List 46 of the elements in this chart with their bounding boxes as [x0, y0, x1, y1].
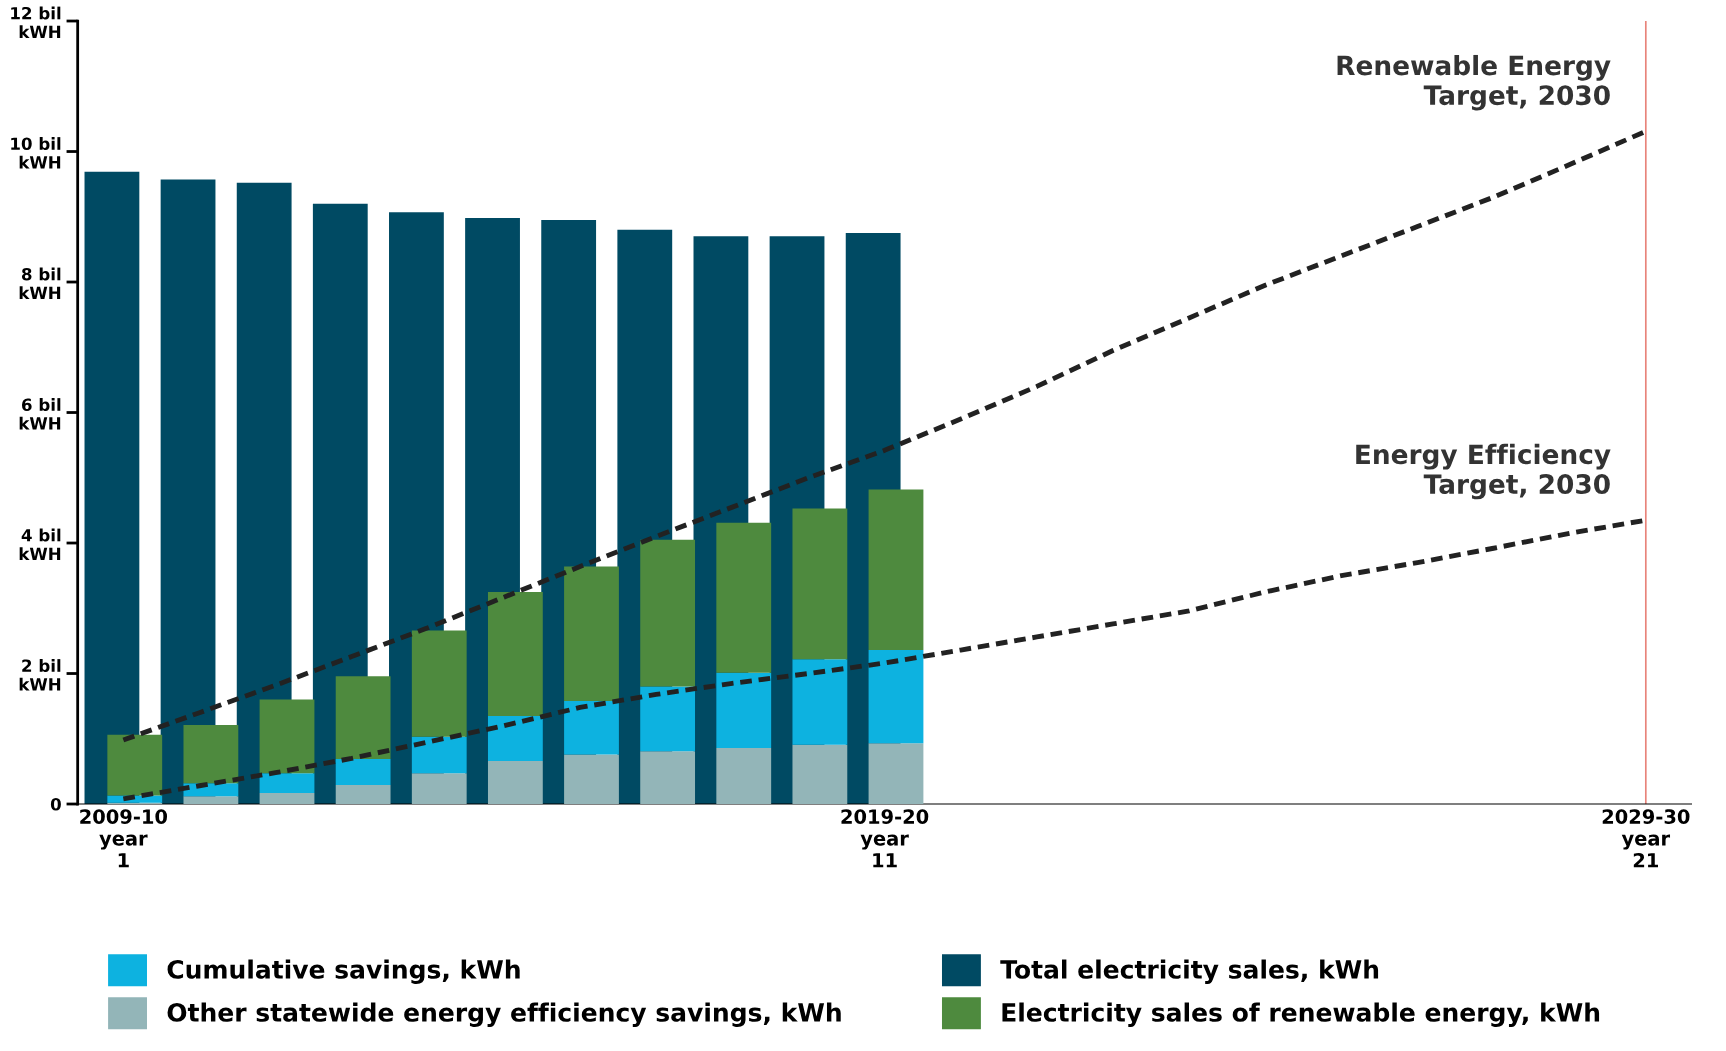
legend-label: Total electricity sales, kWh: [1000, 959, 1379, 984]
bar: [792, 508, 848, 660]
bar: [640, 686, 696, 752]
y-tick-label: 6 bil kWH: [19, 398, 61, 430]
annotation: Renewable Energy Target, 2030: [1337, 54, 1611, 111]
bar: [716, 747, 772, 805]
bar: [259, 773, 315, 793]
y-tick-label: 0: [50, 797, 61, 811]
x-tick-label: 2019-20 year 11: [841, 809, 929, 868]
bar: [564, 700, 619, 755]
bar: [335, 785, 391, 805]
bar: [107, 734, 163, 796]
legend-label: Electricity sales of renewable energy, kWh: [1002, 1002, 1600, 1027]
y-tick-label: 4 bil kWH: [19, 528, 61, 560]
legend-label: Cumulative savings, kWh: [167, 959, 520, 984]
x-tick-label: 2009-10 year 1: [80, 809, 168, 868]
bar: [868, 650, 924, 744]
bar: [716, 522, 772, 673]
bar: [183, 725, 239, 784]
bar: [792, 659, 848, 745]
y-tick-label: 12 bil kWH: [11, 6, 61, 38]
bar: [259, 792, 315, 805]
bar: [716, 672, 772, 748]
bar: [868, 743, 924, 805]
bar: [792, 744, 848, 805]
bar: [335, 758, 391, 786]
bar: [411, 773, 467, 805]
bar: [183, 796, 239, 805]
y-tick-label: 10 bil kWH: [11, 137, 61, 169]
bar: [640, 751, 696, 805]
y-tick-label: 8 bil kWH: [19, 267, 61, 299]
bar: [411, 630, 467, 737]
bar: [564, 754, 619, 805]
bar: [259, 699, 315, 774]
annotation: Energy Efficiency Target, 2030: [1356, 443, 1611, 500]
bar: [487, 715, 543, 761]
bar: [868, 489, 924, 651]
bar: [487, 591, 543, 716]
legend-label: Other statewide energy efficiency savings, kWh: [167, 1002, 841, 1027]
bar: [411, 736, 467, 774]
bar: [487, 760, 543, 805]
bar: [335, 676, 391, 759]
y-tick-label: 2 bil kWH: [19, 659, 61, 691]
bar: [640, 539, 696, 687]
x-tick-label: 2029-30 year 21: [1602, 809, 1690, 868]
bar: [564, 566, 619, 701]
